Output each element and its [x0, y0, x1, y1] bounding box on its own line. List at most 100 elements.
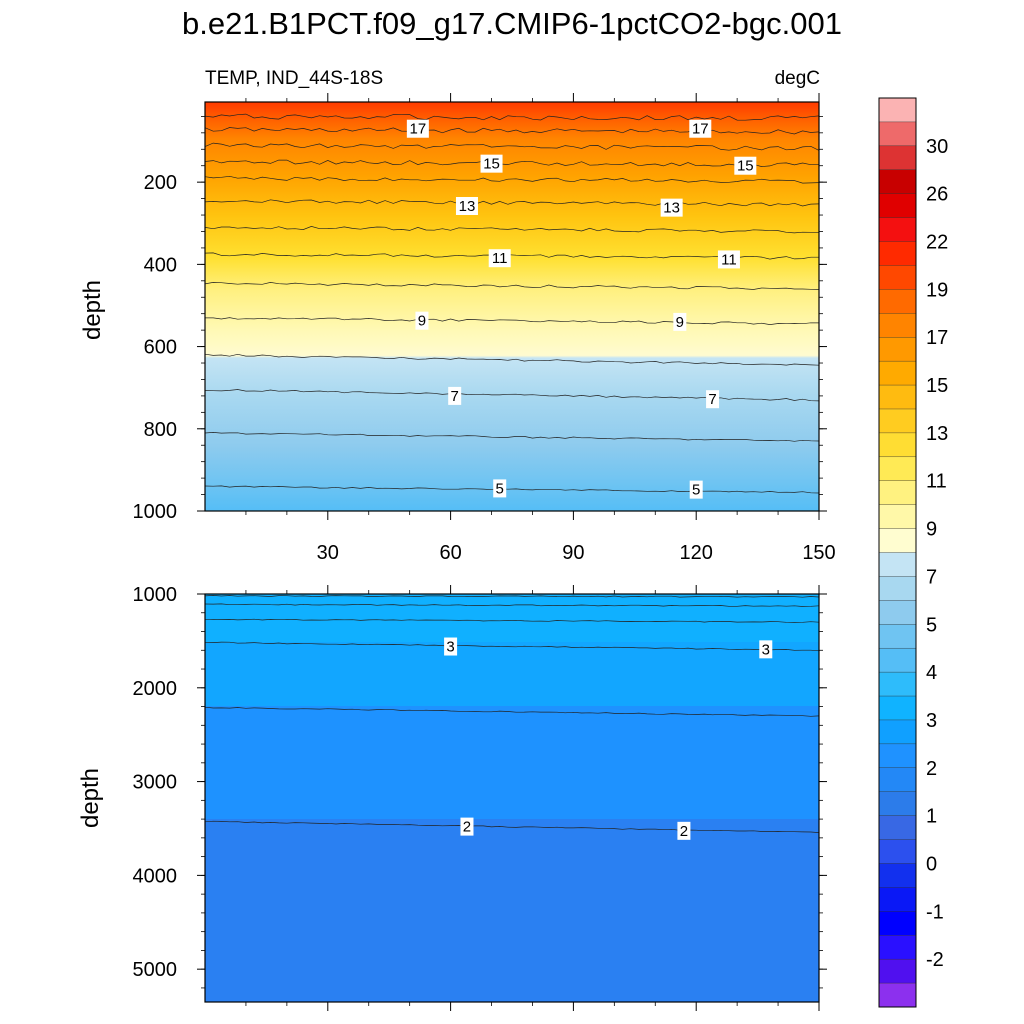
- colorbar-swatch-2: [878, 145, 917, 171]
- y-tick-label-upper-1: 400: [144, 254, 177, 276]
- colorbar-swatch-20: [878, 576, 917, 601]
- contour-label-upper-12: 5: [493, 479, 507, 498]
- contour-line-upper-7: [204, 252, 819, 260]
- colorbar-swatch-29: [878, 791, 917, 817]
- upper-y-axis-label: depth: [79, 280, 106, 340]
- contour-line-lower-1: [204, 603, 820, 607]
- contour-label-text: 2: [680, 823, 688, 840]
- x-tick-label-1: 60: [439, 542, 461, 564]
- y-tick-label-upper-4: 1000: [133, 501, 178, 523]
- contour-label-text: 7: [708, 391, 716, 408]
- contour-label-lower-0: 3: [444, 637, 458, 656]
- colorbar-swatch-27: [878, 743, 917, 769]
- colorbar-swatch-8: [878, 289, 917, 314]
- contour-label-text: 5: [692, 482, 700, 499]
- contour-label-upper-3: 15: [734, 156, 757, 175]
- upper-axis-ticks: 200 400 600 800 1000 30 60 90 120 150: [133, 93, 836, 564]
- contour-label-box: [673, 312, 687, 331]
- lower-panel-frame: [204, 593, 820, 1003]
- x-tick-label-3: 120: [680, 542, 713, 564]
- contour-label-box: [717, 250, 740, 269]
- contour-line-lower-4: [204, 706, 820, 717]
- contour-label-box: [444, 637, 458, 656]
- colorbar-swatch-0: [878, 97, 917, 123]
- contour-line-lower-0: [204, 595, 820, 598]
- lower-band-below-2: [205, 819, 819, 1002]
- colorbar-swatch-19: [878, 552, 917, 577]
- colorbar-label-7: 11: [926, 471, 947, 493]
- contour-label-text: 5: [496, 480, 504, 497]
- y-tick-label-lower-4: 5000: [133, 959, 178, 981]
- colorbar-swatch-15: [878, 456, 917, 482]
- contour-line-upper-10: [204, 353, 820, 366]
- colorbar-swatch-28: [878, 767, 917, 793]
- upper-contour-lines: [204, 113, 820, 494]
- colorbar-frame: [878, 97, 917, 1008]
- contour-line-upper-0: [204, 113, 820, 121]
- contour-label-text: 15: [737, 158, 754, 175]
- colorbar-swatch-12: [878, 384, 917, 410]
- colorbar-swatch-33: [878, 887, 917, 912]
- lower-y-axis-label: depth: [77, 768, 104, 828]
- x-tick-label-0: 30: [317, 542, 339, 564]
- colorbar-swatch-9: [878, 313, 917, 338]
- contour-label-upper-4: 13: [455, 196, 478, 215]
- contour-label-box: [677, 821, 691, 840]
- contour-label-box: [493, 479, 507, 498]
- contour-label-upper-8: 9: [415, 311, 429, 330]
- upper-panel-fill: [205, 102, 819, 511]
- x-tick-label-2: 90: [562, 542, 584, 564]
- y-tick-label-lower-2: 3000: [133, 772, 178, 794]
- colorbar-swatch-31: [878, 839, 917, 864]
- contour-label-text: 13: [663, 200, 680, 217]
- contour-label-upper-9: 9: [673, 312, 687, 331]
- colorbar-swatch-16: [878, 480, 917, 506]
- colorbar-label-17: -2: [926, 949, 944, 971]
- contour-line-upper-9: [205, 317, 820, 325]
- contour-label-text: 15: [483, 156, 500, 173]
- colorbar-swatch-32: [878, 863, 917, 888]
- contour-label-upper-6: 11: [488, 249, 511, 267]
- contour-label-text: 2: [463, 819, 471, 836]
- contour-label-box: [689, 480, 703, 499]
- contour-label-lower-1: 3: [759, 640, 773, 659]
- colorbar-swatch-22: [878, 624, 917, 649]
- contour-label-box: [689, 119, 712, 138]
- colorbar-label-16: -1: [926, 901, 944, 923]
- contour-label-upper-1: 17: [689, 119, 712, 138]
- contour-label-text: 3: [762, 641, 770, 658]
- lower-band-3-to-2p5: [205, 642, 819, 706]
- contour-label-box: [406, 119, 429, 138]
- colorbar-label-14: 1: [926, 806, 937, 828]
- colorbar-label-5: 15: [926, 375, 948, 397]
- colorbar-swatch-24: [878, 671, 917, 697]
- contour-label-box: [480, 154, 503, 173]
- colorbar-swatch-7: [878, 265, 917, 290]
- lower-contour-lines: [204, 595, 820, 833]
- upper-panel-frame: [204, 101, 820, 512]
- lower-axis-ticks: 1000 2000 3000 4000 5000: [133, 584, 827, 1011]
- contour-line-upper-5: [204, 199, 820, 207]
- y-tick-label-upper-3: 800: [144, 419, 177, 441]
- contour-line-lower-2: [204, 618, 820, 623]
- upper-contour-labels: 17 17 15 15 13 13 11 11 9 9 7 7 5 5: [406, 119, 757, 499]
- colorbar-swatch-17: [878, 504, 917, 530]
- contour-label-upper-5: 13: [660, 198, 683, 217]
- contour-label-box: [706, 390, 720, 409]
- lower-band-2p5-to-2: [205, 706, 819, 819]
- colorbar: 30 26 22 19 17 15 13 11 9 7 5 4 3 2 1 0 -1 -2: [878, 97, 948, 1008]
- colorbar-swatch-23: [878, 647, 917, 673]
- contour-label-upper-13: 5: [689, 480, 703, 499]
- contour-label-box: [460, 817, 474, 836]
- y-tick-label-lower-0: 1000: [133, 584, 178, 606]
- colorbar-swatch-5: [878, 217, 917, 243]
- colorbar-swatch-6: [878, 241, 917, 266]
- contour-label-text: 7: [451, 388, 459, 405]
- x-tick-label-4: 150: [802, 542, 835, 564]
- colorbar-label-11: 4: [926, 662, 937, 684]
- contour-label-text: 17: [410, 121, 427, 138]
- colorbar-swatch-13: [878, 408, 917, 434]
- colorbar-label-1: 26: [926, 184, 948, 206]
- y-tick-label-lower-3: 4000: [133, 865, 178, 887]
